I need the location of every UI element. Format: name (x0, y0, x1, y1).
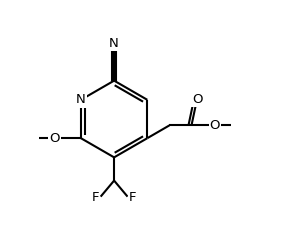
Text: O: O (49, 132, 60, 145)
Text: F: F (129, 191, 136, 204)
Text: F: F (92, 191, 99, 204)
Text: O: O (192, 93, 202, 106)
Text: O: O (210, 119, 220, 132)
Text: N: N (76, 93, 86, 106)
Text: N: N (109, 37, 119, 50)
